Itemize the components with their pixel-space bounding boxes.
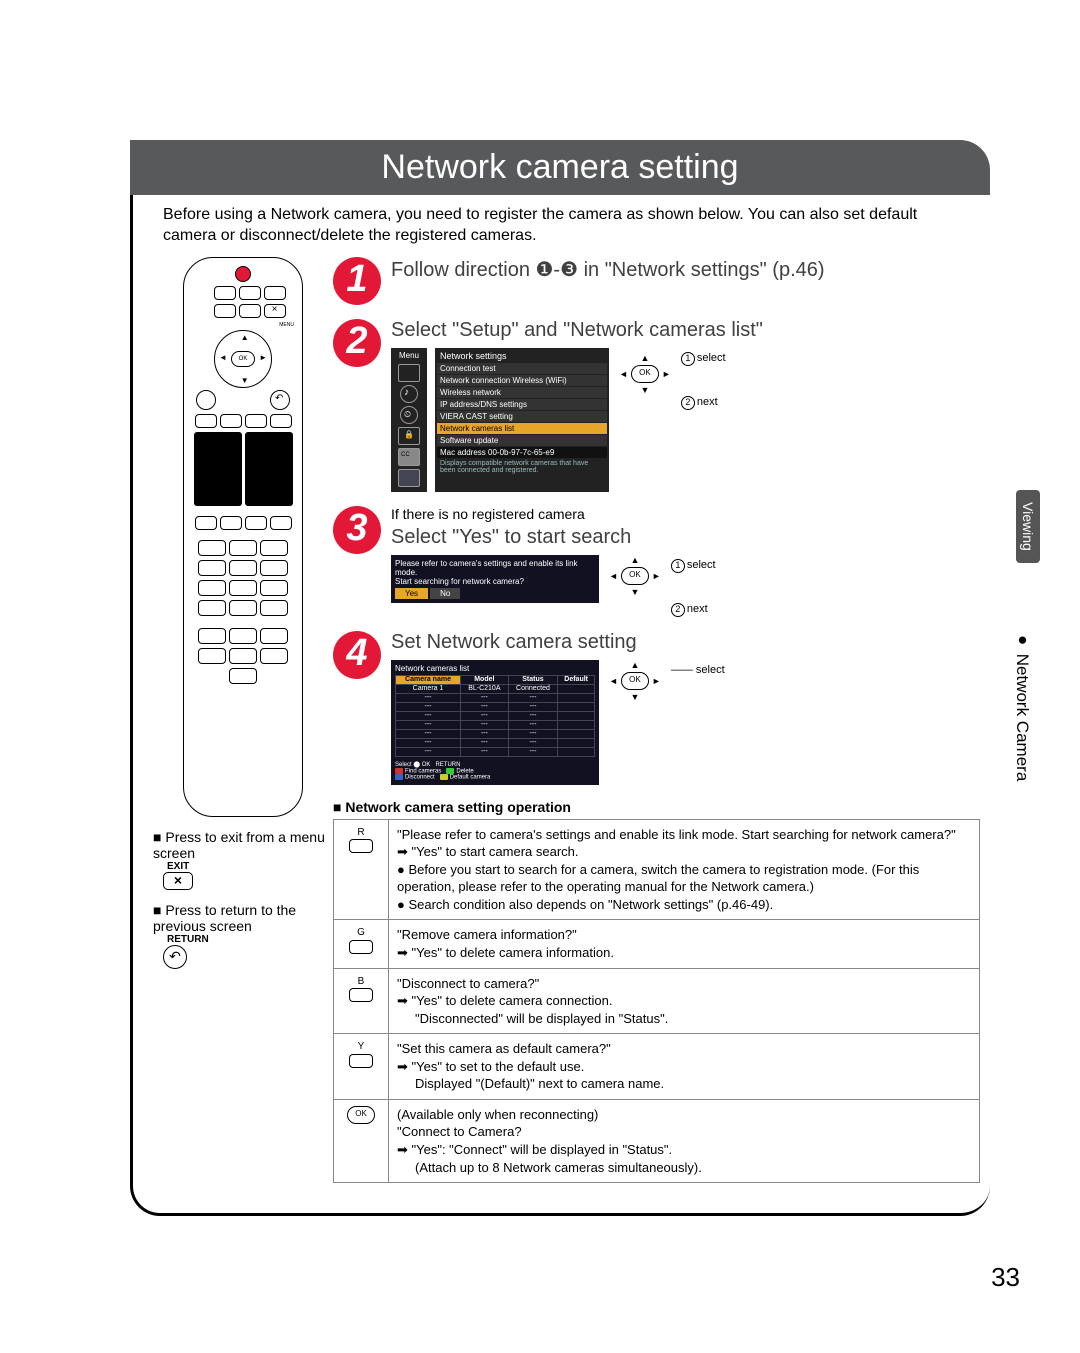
return-note: Press to return to the previous screen R… <box>153 902 333 969</box>
page-number: 33 <box>991 1262 1020 1293</box>
step-1: 1 Follow direction ❶-❸ in "Network setti… <box>333 257 980 305</box>
exit-note: Press to exit from a menu screen EXIT × <box>153 829 333 890</box>
page-title: Network camera setting <box>130 140 990 195</box>
operations-section: Network camera setting operation R "Plea… <box>333 799 980 1183</box>
side-section-text: ● Network Camera <box>1012 630 1032 781</box>
intro-text: Before using a Network camera, you need … <box>133 195 990 257</box>
step-3: 3 If there is no registered camera Selec… <box>333 506 980 617</box>
step-4: 4 Set Network camera setting Network cam… <box>333 631 980 785</box>
side-tab: Viewing <box>1016 490 1040 563</box>
step-2: 2 Select "Setup" and "Network cameras li… <box>333 319 980 492</box>
remote-illustration: MENU ▲◄►▼OK ↶ <box>183 257 303 817</box>
